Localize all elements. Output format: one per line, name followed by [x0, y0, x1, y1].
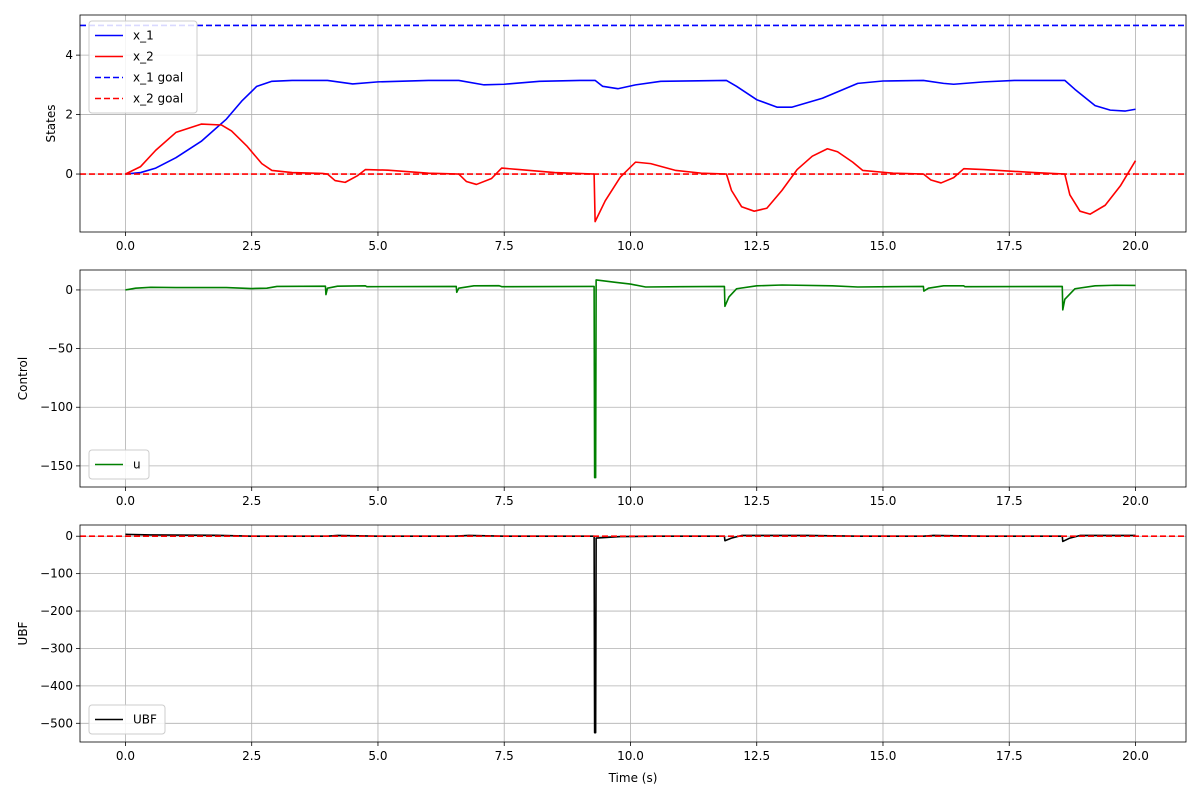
control-y-tick-label: 0 [65, 283, 73, 297]
states-legend-label: x_2 [133, 50, 154, 64]
control-x-tick-label: 12.5 [743, 494, 770, 508]
ubf-y-tick-label: −300 [40, 641, 73, 655]
states-plot-area [80, 24, 1186, 223]
states-x-tick-label: 12.5 [743, 239, 770, 253]
control-y-tick-label: −50 [48, 342, 73, 356]
control-plot-area [125, 279, 1136, 479]
control-legend-label: u [133, 458, 141, 472]
ubf-y-tick-label: −200 [40, 604, 73, 618]
ubf-x-tick-label: 17.5 [996, 749, 1023, 763]
ubf-x-tick-label: 7.5 [495, 749, 514, 763]
ubf-y-tick-label: −500 [40, 716, 73, 730]
ubf-legend: UBF [88, 704, 166, 735]
states-x-tick-label: 10.0 [617, 239, 644, 253]
control-legend: u [88, 449, 150, 480]
states-series-x-1-line [125, 79, 1136, 175]
control-y-tick-label: −150 [40, 459, 73, 473]
states-x-tick-label: 0.0 [116, 239, 135, 253]
ubf-y-tick-label: −400 [40, 679, 73, 693]
ubf-grid [80, 525, 1186, 742]
states-legend-label: x_1 [133, 29, 154, 43]
control-grid [80, 270, 1186, 487]
states-y-tick-label: 0 [65, 167, 73, 181]
control-y-tick-label: −100 [40, 400, 73, 414]
control-x-tick-label: 7.5 [495, 494, 514, 508]
states-series-x-2-line [125, 123, 1137, 223]
states-x-tick-label: 2.5 [242, 239, 261, 253]
control-x-tick-label: 2.5 [242, 494, 261, 508]
states-panel: 0.0 2.5 5.0 7.5 10.0 12.5 15.0 17.5 20.0 0 2 4 Stat… [44, 14, 1187, 253]
ubf-x-tick-label: 2.5 [242, 749, 261, 763]
ubf-x-tick-label: 0.0 [116, 749, 135, 763]
ubf-x-tick-label: 10.0 [617, 749, 644, 763]
control-series-u-line [125, 279, 1136, 479]
states-legend-box [88, 20, 198, 114]
control-ticks: 0.0 2.5 5.0 7.5 10.0 12.5 15.0 17.5 20.0 0 −50 −100… [40, 283, 1149, 508]
ubf-legend-label: UBF [133, 713, 157, 727]
states-ticks: 0.0 2.5 5.0 7.5 10.0 12.5 15.0 17.5 20.0 0 2 4 [65, 48, 1148, 253]
states-x-tick-label: 7.5 [495, 239, 514, 253]
ubf-y-axis-label: UBF [16, 621, 30, 645]
ubf-x-tick-label: 12.5 [743, 749, 770, 763]
control-x-tick-label: 15.0 [870, 494, 897, 508]
control-y-axis-label: Control [16, 357, 30, 400]
states-legend-label: x_1 goal [133, 71, 183, 85]
control-x-tick-label: 20.0 [1122, 494, 1149, 508]
states-x-tick-label: 15.0 [870, 239, 897, 253]
ubf-plot-area [80, 533, 1186, 734]
control-axes-frame [79, 269, 1187, 488]
states-x-tick-label: 17.5 [996, 239, 1023, 253]
ubf-x-axis-label: Time (s) [608, 771, 658, 785]
states-x-tick-label: 5.0 [368, 239, 387, 253]
states-y-tick-label: 2 [65, 108, 73, 122]
control-x-tick-label: 17.5 [996, 494, 1023, 508]
ubf-ticks: 0.0 2.5 5.0 7.5 10.0 12.5 15.0 17.5 20.0 0 −100 −20… [40, 529, 1149, 763]
ubf-legend-box [88, 704, 166, 735]
ubf-x-tick-label: 5.0 [368, 749, 387, 763]
control-x-tick-label: 5.0 [368, 494, 387, 508]
states-y-tick-label: 4 [65, 48, 73, 62]
ubf-x-tick-label: 20.0 [1122, 749, 1149, 763]
control-x-tick-label: 10.0 [617, 494, 644, 508]
control-x-tick-label: 0.0 [116, 494, 135, 508]
states-x-tick-label: 20.0 [1122, 239, 1149, 253]
ubf-panel: 0.0 2.5 5.0 7.5 10.0 12.5 15.0 17.5 20.0 0 −100 −20… [16, 524, 1187, 785]
control-panel: 0.0 2.5 5.0 7.5 10.0 12.5 15.0 17.5 20.0 0 −50 −100… [16, 269, 1187, 508]
states-axes-frame [79, 14, 1187, 233]
ubf-y-tick-label: 0 [65, 529, 73, 543]
states-legend-label: x_2 goal [133, 92, 183, 106]
ubf-x-tick-label: 15.0 [870, 749, 897, 763]
ubf-axes-frame [79, 524, 1187, 743]
states-legend: x_1 x_2 x_1 goal x_2 goal [88, 20, 198, 114]
states-y-axis-label: States [44, 104, 58, 142]
ubf-y-tick-label: −100 [40, 567, 73, 581]
